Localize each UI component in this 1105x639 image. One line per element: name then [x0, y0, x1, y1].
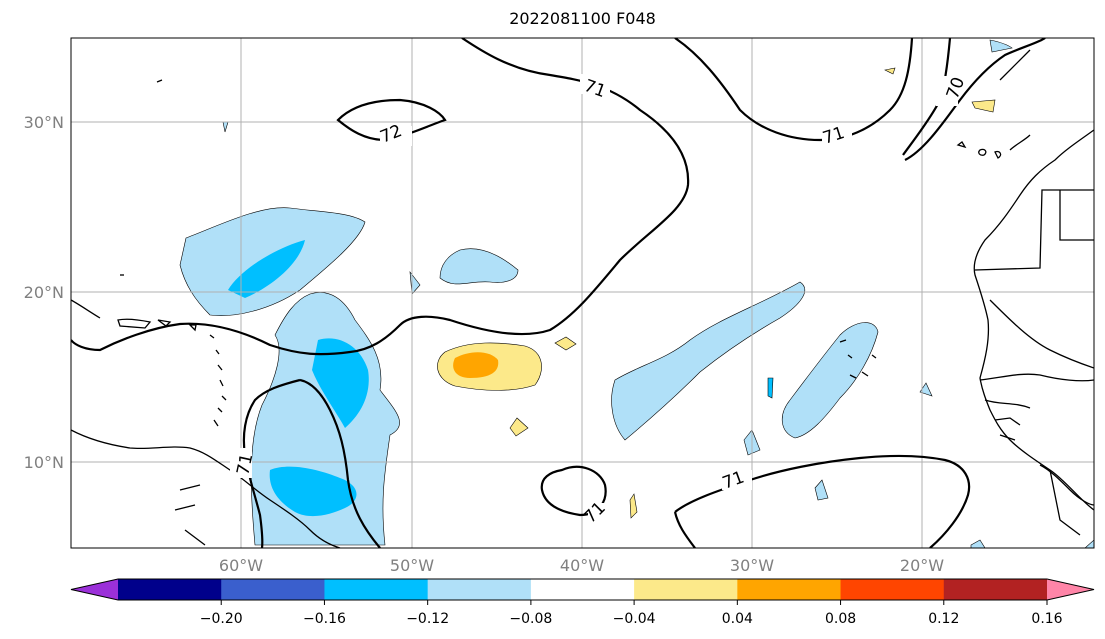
positive-anomaly-fields	[437, 67, 996, 519]
colorbar-tick-label: −0.16	[303, 611, 346, 627]
colorbar-tick-label: −0.04	[613, 611, 656, 627]
colorbar: −0.20 −0.16 −0.12 −0.08 −0.04 0.04 0.08 0.12 0.1…	[70, 578, 1095, 627]
lon-label: 20°W	[900, 556, 944, 575]
colorbar-extend-high	[1047, 579, 1094, 600]
lat-label: 10°N	[24, 453, 64, 472]
colorbar-segment	[118, 579, 222, 600]
colorbar-segment	[943, 579, 1048, 600]
negative-anomaly-fields	[179, 39, 1094, 548]
colorbar-segment	[427, 579, 532, 600]
lon-label: 40°W	[560, 556, 604, 575]
colorbar-extend-low	[71, 579, 118, 600]
map-title: 2022081100 F048	[509, 9, 656, 28]
lon-label: 60°W	[219, 556, 263, 575]
contour-lines	[71, 38, 1046, 548]
colorbar-segment	[737, 579, 842, 600]
colorbar-segment	[324, 579, 429, 600]
longitude-labels: 60°W 50°W 40°W 30°W 20°W	[219, 556, 944, 575]
map-panel	[71, 38, 1094, 548]
colorbar-segment	[840, 579, 945, 600]
lat-label: 30°N	[24, 113, 64, 132]
colorbar-tick-label: −0.12	[406, 611, 449, 627]
lat-label: 20°N	[24, 283, 64, 302]
colorbar-outline	[70, 578, 1095, 601]
colorbar-tick-label: 0.04	[722, 611, 753, 627]
colorbar-segment	[634, 579, 738, 600]
colorbar-tick-label: 0.08	[825, 611, 856, 627]
colorbar-tick-label: 0.16	[1031, 611, 1062, 627]
colorbar-tick-label: 0.12	[928, 611, 959, 627]
colorbar-segment	[221, 579, 325, 600]
colorbar-segment	[530, 579, 635, 600]
lon-label: 30°W	[730, 556, 774, 575]
contour-label: 71	[233, 452, 257, 477]
contour-label-halos	[230, 74, 958, 525]
colorbar-tick-label: −0.20	[200, 611, 243, 627]
map-border	[70, 37, 1095, 549]
latitude-labels: 30°N 20°N 10°N	[24, 113, 64, 472]
lon-label: 50°W	[390, 556, 434, 575]
colorbar-tick-label: −0.08	[509, 611, 552, 627]
